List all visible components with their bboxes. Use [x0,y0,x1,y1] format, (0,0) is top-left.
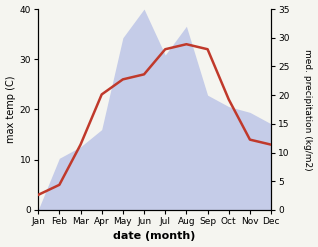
Y-axis label: max temp (C): max temp (C) [5,76,16,143]
Y-axis label: med. precipitation (kg/m2): med. precipitation (kg/m2) [303,49,313,170]
X-axis label: date (month): date (month) [114,231,196,242]
